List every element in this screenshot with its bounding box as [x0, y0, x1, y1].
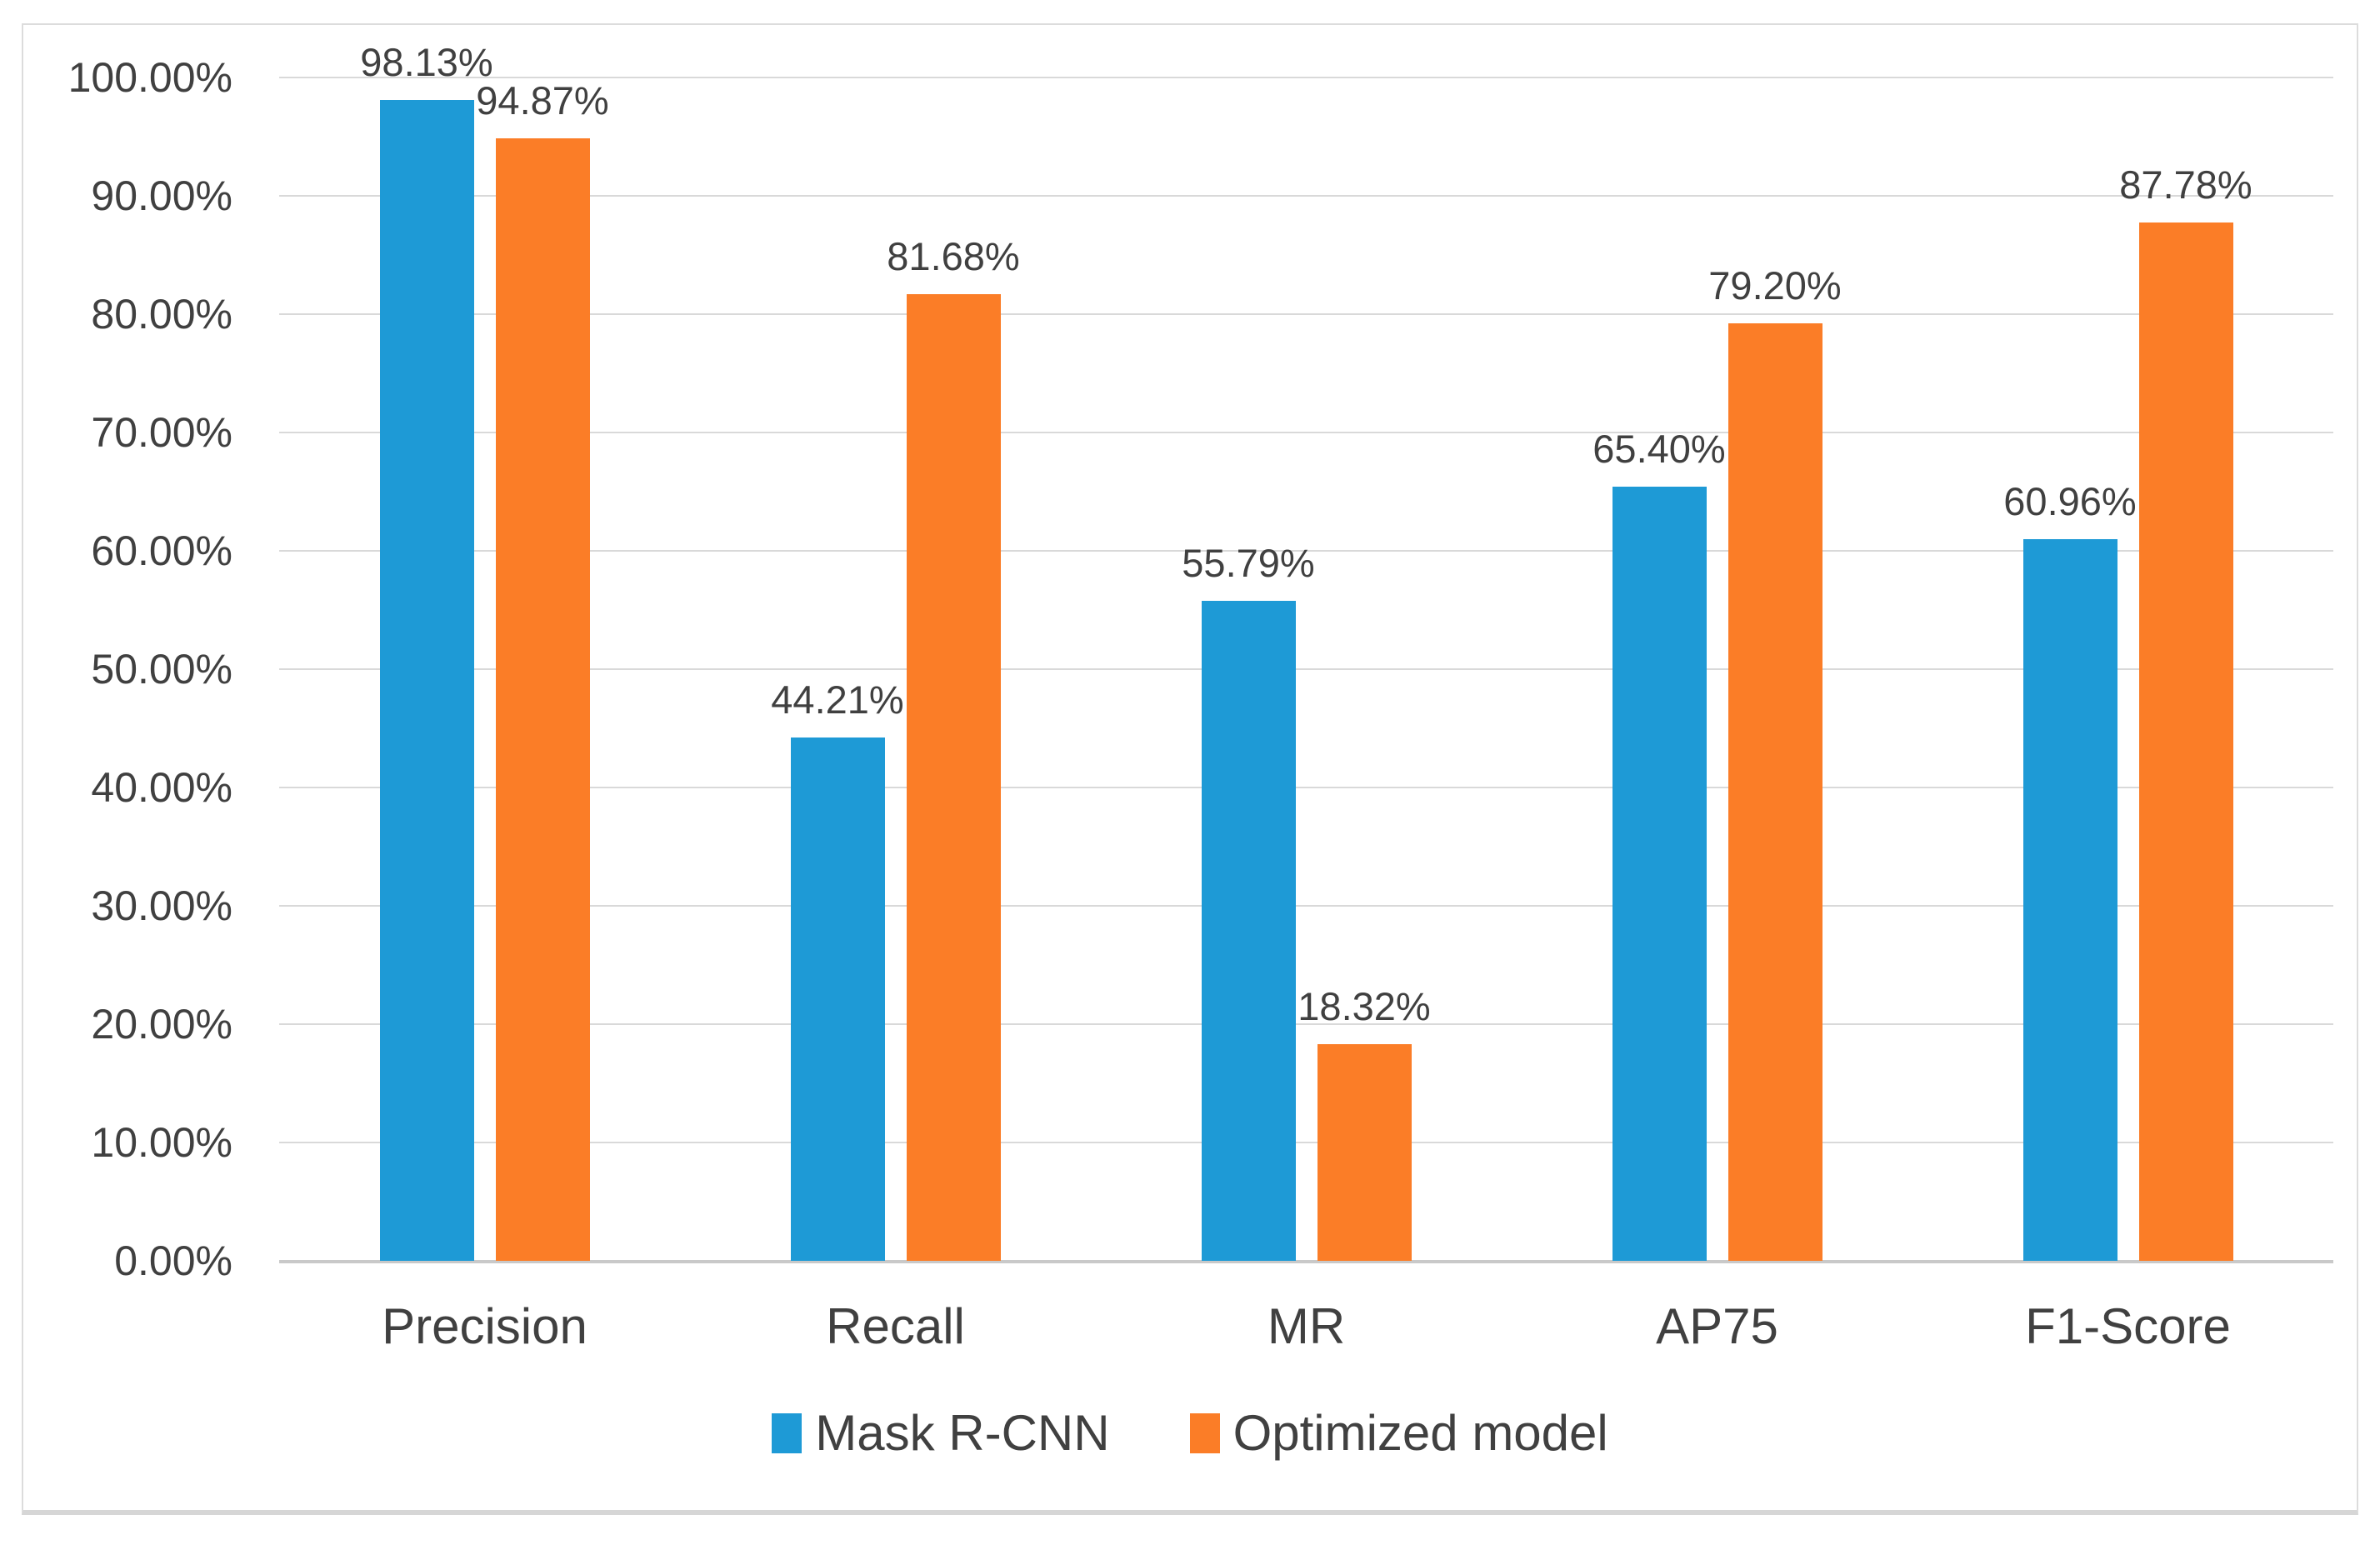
category-label-mr: MR	[1267, 1298, 1346, 1354]
bar-groups: 98.13% 94.87% 44.21% 81.68% 55.79% 18.32% 65.4…	[279, 42, 2333, 1261]
legend-label-optimized-model: Optimized model	[1232, 1405, 1608, 1461]
bar-mask-r-cnn-ap75: 65.40%	[1592, 429, 1726, 1261]
category-label-recall: Recall	[826, 1298, 965, 1354]
gridline	[279, 313, 2333, 315]
bar-mask-r-cnn-f1-score: 60.96%	[2003, 482, 2137, 1261]
y-axis-tick-label: 10.00%	[91, 1119, 232, 1166]
gridline	[279, 550, 2333, 552]
bar-optimized-model-recall: 81.68%	[887, 237, 1020, 1261]
category-label-ap75: AP75	[1656, 1298, 1778, 1354]
category-label-f1-score: F1-Score	[2025, 1298, 2231, 1354]
y-axis-tick-label: 90.00%	[91, 172, 232, 219]
gridline	[279, 787, 2333, 788]
gridline	[279, 905, 2333, 907]
bar-optimized-model-ap75: 79.20%	[1708, 266, 1842, 1261]
x-axis-line	[279, 1260, 2333, 1263]
plot-area: 100.00% 90.00% 80.00% 70.00% 60.00% 50.00% 40.…	[68, 42, 2333, 1282]
y-axis-tick-label: 0.00%	[114, 1238, 232, 1284]
data-label-optimized-model-precision: 94.87%	[476, 78, 609, 122]
legend-swatch-icon	[772, 1413, 802, 1453]
bar-mask-r-cnn-mr: 55.79%	[1182, 543, 1315, 1261]
x-axis-labels: Precision Recall MR AP75 F1-Score	[279, 1293, 2333, 1360]
y-axis-tick-label: 70.00%	[91, 409, 232, 456]
bar-groups-row: 98.13% 94.87% 44.21% 81.68% 55.79% 18.32% 65.4…	[279, 42, 2333, 1261]
gridline	[279, 77, 2333, 78]
bar-optimized-model-precision: 94.87%	[476, 81, 609, 1261]
gridline	[279, 1023, 2333, 1025]
bar-group-recall: 44.21% 81.68%	[690, 78, 1101, 1261]
data-label-mask-r-cnn-mr: 55.79%	[1182, 540, 1315, 585]
bar-group-f1-score: 60.96% 87.78%	[1922, 78, 2333, 1261]
legend-item-mask-r-cnn: Mask R-CNN	[772, 1405, 1110, 1461]
y-axis-tick-label: 20.00%	[91, 1001, 232, 1048]
bar-group-precision: 98.13% 94.87%	[279, 42, 690, 1261]
gridline	[279, 432, 2333, 433]
bar-mask-r-cnn-precision: 98.13%	[360, 42, 493, 1261]
data-label-optimized-model-mr: 18.32%	[1298, 983, 1431, 1028]
y-axis-tick-label: 100.00%	[68, 54, 232, 101]
y-axis-tick-label: 80.00%	[91, 291, 232, 338]
legend-item-optimized-model: Optimized model	[1189, 1405, 1608, 1461]
bar-optimized-model-mr: 18.32%	[1298, 987, 1431, 1261]
bar-optimized-model-f1-score: 87.78%	[2119, 165, 2252, 1261]
data-label-mask-r-cnn-precision: 98.13%	[360, 39, 493, 84]
gridline	[279, 195, 2333, 197]
bar-mask-r-cnn-recall: 44.21%	[771, 680, 904, 1261]
data-label-optimized-model-f1-score: 87.78%	[2119, 162, 2252, 207]
bar-group-ap75: 65.40% 79.20%	[1512, 78, 1922, 1261]
gridline	[279, 1142, 2333, 1143]
category-label-precision: Precision	[382, 1298, 588, 1354]
y-axis-tick-label: 50.00%	[91, 646, 232, 692]
data-label-mask-r-cnn-recall: 44.21%	[771, 678, 904, 722]
bar-group-mr: 55.79% 18.32%	[1101, 78, 1512, 1261]
data-label-mask-r-cnn-ap75: 65.40%	[1592, 427, 1726, 472]
y-axis-tick-label: 30.00%	[91, 882, 232, 929]
data-label-optimized-model-ap75: 79.20%	[1708, 263, 1842, 308]
y-axis-tick-label: 60.00%	[91, 528, 232, 574]
data-label-optimized-model-recall: 81.68%	[887, 234, 1020, 279]
gridline	[279, 668, 2333, 670]
legend-swatch-icon	[1189, 1413, 1220, 1453]
y-axis-tick-label: 40.00%	[91, 764, 232, 811]
data-label-mask-r-cnn-f1-score: 60.96%	[2003, 479, 2137, 524]
legend: Mask R-CNN Optimized model	[22, 1393, 2358, 1473]
legend-label-mask-r-cnn: Mask R-CNN	[815, 1405, 1110, 1461]
